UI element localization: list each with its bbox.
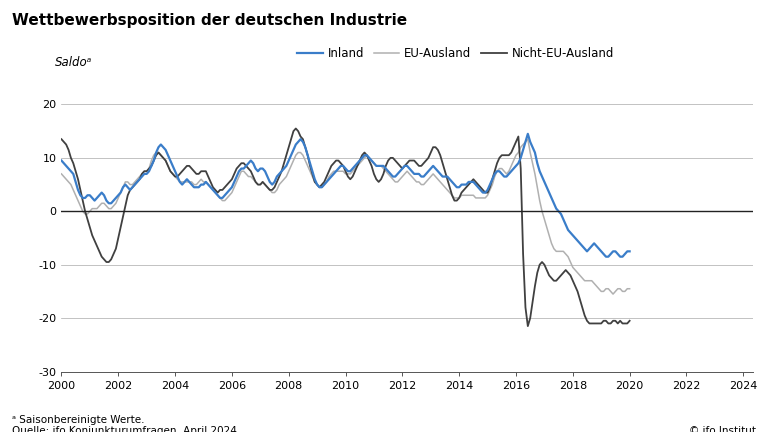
- Inland: [625, 249, 634, 254]
- Inland: [121, 182, 130, 187]
- EU-Ausland: [523, 137, 532, 142]
- Nicht-EU-Ausland: [57, 137, 66, 142]
- Inland: [476, 187, 485, 193]
- Line: Nicht-EU-Ausland: Nicht-EU-Ausland: [61, 128, 630, 326]
- Inland: [514, 161, 523, 166]
- Nicht-EU-Ausland: [478, 187, 488, 193]
- Nicht-EU-Ausland: [121, 203, 130, 209]
- Inland: [381, 166, 390, 171]
- Nicht-EU-Ausland: [383, 158, 392, 163]
- EU-Ausland: [476, 195, 485, 200]
- EU-Ausland: [273, 187, 282, 193]
- Legend: Inland, EU-Ausland, Nicht-EU-Ausland: Inland, EU-Ausland, Nicht-EU-Ausland: [292, 42, 619, 65]
- Text: © ifo Institut: © ifo Institut: [690, 426, 756, 432]
- Nicht-EU-Ausland: [625, 318, 634, 324]
- Line: EU-Ausland: EU-Ausland: [61, 139, 630, 294]
- Text: Wettbewerbsposition der deutschen Industrie: Wettbewerbsposition der deutschen Indust…: [12, 13, 406, 28]
- Nicht-EU-Ausland: [623, 321, 632, 326]
- Inland: [273, 174, 282, 179]
- Inland: [623, 249, 632, 254]
- Text: ᵃ Saisonbereinigte Werte.: ᵃ Saisonbereinigte Werte.: [12, 415, 144, 425]
- EU-Ausland: [608, 292, 617, 297]
- EU-Ausland: [121, 179, 130, 184]
- Line: Inland: Inland: [61, 134, 630, 257]
- EU-Ausland: [57, 172, 66, 177]
- EU-Ausland: [625, 286, 634, 291]
- EU-Ausland: [381, 168, 390, 174]
- EU-Ausland: [514, 150, 523, 155]
- Nicht-EU-Ausland: [523, 324, 532, 329]
- EU-Ausland: [623, 286, 632, 291]
- Nicht-EU-Ausland: [291, 126, 300, 131]
- Inland: [57, 158, 66, 163]
- Text: Quelle: ifo Konjunkturumfragen, April 2024.: Quelle: ifo Konjunkturumfragen, April 20…: [12, 426, 240, 432]
- Text: Saldoᵃ: Saldoᵃ: [55, 56, 92, 69]
- Inland: [523, 131, 532, 137]
- Inland: [601, 254, 611, 259]
- Nicht-EU-Ausland: [516, 166, 525, 171]
- Nicht-EU-Ausland: [273, 179, 282, 184]
